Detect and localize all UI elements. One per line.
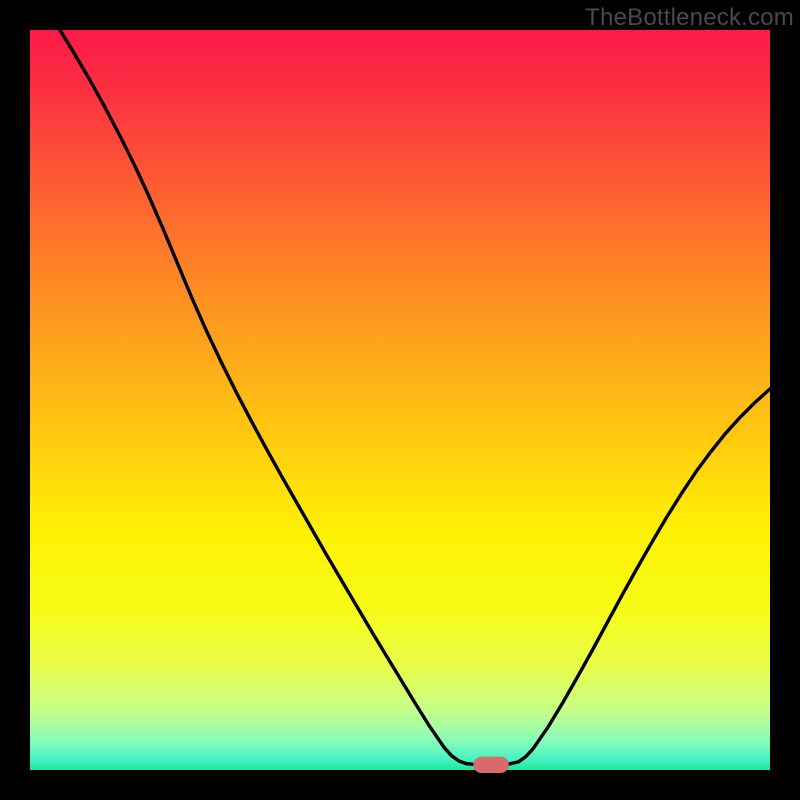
- bottleneck-chart: [0, 0, 800, 800]
- watermark-text: TheBottleneck.com: [585, 4, 794, 32]
- optimal-marker: [473, 757, 509, 773]
- chart-gradient-bg: [30, 30, 770, 770]
- chart-container: TheBottleneck.com: [0, 0, 800, 800]
